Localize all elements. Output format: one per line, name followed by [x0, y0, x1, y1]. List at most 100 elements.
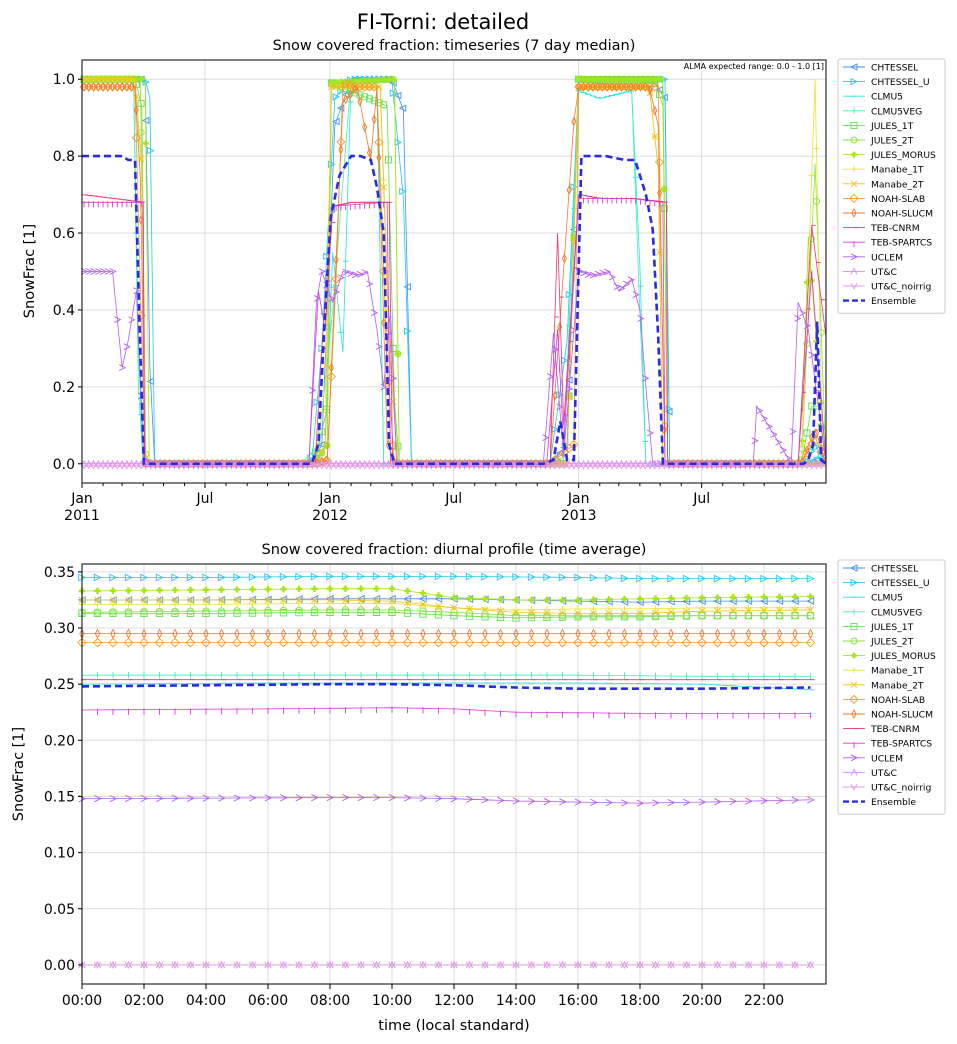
diurnal-point-chtessel-u: [310, 572, 319, 581]
timeseries-point-manabe-2t: [99, 75, 107, 83]
timeseries-point-manabe-2t: [118, 75, 126, 83]
diurnal-point-manabe-2t: [496, 607, 505, 615]
timeseries-point-jules-1t: [660, 204, 668, 212]
diurnal-point-jules-morus: [280, 585, 287, 593]
timeseries-legend-item-clmu5veg: CLMU5VEG: [843, 106, 922, 117]
diurnal-point-noah-slab: [278, 637, 289, 648]
timeseries-point-noah-slucm: [571, 116, 577, 127]
diurnal-point-utandc: [109, 960, 117, 969]
diurnal-point-manabe-2t: [558, 609, 567, 617]
diurnal-point-utandc: [434, 960, 443, 969]
diurnal-point-noah-slucm: [807, 628, 814, 639]
timeseries-ytick-label: 0.0: [53, 457, 75, 473]
timeseries-point-utandc-noirrig: [641, 462, 649, 470]
timeseries-legend-label: NOAH-SLUCM: [871, 209, 933, 220]
timeseries-point-chtessel-u: [327, 160, 336, 168]
timeseries-legend-label: JULES_MORUS: [870, 150, 936, 161]
diurnal-point-jules-1t: [171, 609, 179, 618]
diurnal-point-utandc-noirrig: [651, 961, 660, 970]
timeseries-point-utandc-noirrig: [803, 462, 811, 470]
diurnal-point-jules-1t: [496, 613, 505, 621]
diurnal-point-noah-slucm: [327, 628, 333, 639]
diurnal-point-jules-morus: [187, 586, 194, 594]
diurnal-point-manabe-1t: [667, 605, 675, 612]
timeseries-point-utandc-noirrig: [556, 462, 564, 470]
diurnal-point-jules-2t: [171, 607, 179, 616]
diurnal-point-manabe-1t: [280, 600, 287, 607]
diurnal-point-jules-morus: [636, 595, 644, 603]
timeseries-point-noah-slucm: [628, 81, 634, 92]
diurnal-point-manabe-1t: [94, 601, 101, 608]
diurnal-point-noah-slucm: [466, 628, 473, 639]
diurnal-point-noah-slab: [340, 637, 351, 648]
timeseries-point-uclem: [118, 364, 127, 372]
diurnal-point-manabe-2t: [450, 604, 458, 612]
timeseries-point-utandc-noirrig: [85, 462, 93, 470]
diurnal-point-noah-slab: [123, 637, 134, 648]
diurnal-point-manabe-2t: [636, 609, 644, 617]
timeseries-legend-label: Ensemble: [871, 296, 916, 307]
timeseries-legend-item-clmu5: CLMU5: [843, 92, 903, 103]
timeseries-range-annotation: ALMA expected range: 0.0 - 1.0 [1]: [684, 62, 824, 71]
diurnal-point-jules-2t: [605, 612, 613, 620]
timeseries-legend-item-jules-1t: JULES_1T: [843, 121, 914, 132]
diurnal-point-jules-morus: [652, 595, 659, 602]
diurnal-point-utandc-noirrig: [698, 961, 706, 970]
diurnal-point-uclem: [481, 796, 490, 804]
timeseries-point-noah-slucm: [638, 81, 644, 92]
diurnal-legend-marker: [849, 564, 858, 572]
diurnal-point-utandc-noirrig: [202, 961, 210, 970]
diurnal-point-utandc-noirrig: [775, 961, 784, 970]
timeseries-point-uclem: [370, 309, 379, 317]
timeseries-point-jules-1t: [365, 95, 373, 103]
diurnal-point-jules-morus: [807, 593, 814, 600]
diurnal-point-uclem: [109, 794, 118, 803]
timeseries-title: Snow covered fraction: timeseries (7 day…: [273, 38, 636, 54]
diurnal-legend-label: UCLEM: [871, 753, 903, 764]
diurnal-point-manabe-1t: [326, 600, 334, 607]
diurnal-point-noah-slab: [387, 637, 397, 648]
diurnal-point-manabe-2t: [124, 596, 133, 604]
timeseries-xtick-label: Jan: [70, 491, 93, 507]
timeseries-point-noah-slucm: [381, 317, 387, 328]
diurnal-point-manabe-1t: [202, 601, 210, 608]
diurnal-point-manabe-1t: [636, 605, 644, 613]
diurnal-point-manabe-1t: [140, 601, 148, 608]
diurnal-plot-area: [77, 572, 816, 970]
diurnal-point-uclem: [590, 798, 598, 806]
diurnal-ytick-label: 0.35: [44, 565, 75, 581]
diurnal-point-noah-slucm: [296, 628, 302, 639]
timeseries-point-uclem: [808, 351, 816, 359]
diurnal-legend-label: Ensemble: [871, 797, 916, 808]
timeseries-point-jules-2t: [137, 129, 145, 136]
diurnal-point-chtessel-u: [512, 572, 521, 581]
diurnal-point-uclem: [388, 793, 397, 802]
timeseries-point-utandc-noirrig: [356, 462, 364, 470]
diurnal-point-jules-morus: [574, 596, 582, 604]
timeseries-legend-label: JULES_2T: [870, 136, 914, 147]
timeseries-legend-item-teb-cnrm: TEB-CNRM: [843, 223, 920, 234]
diurnal-point-utandc: [620, 960, 629, 969]
diurnal-point-utandc-noirrig: [682, 961, 691, 970]
diurnal-point-jules-1t: [248, 609, 257, 617]
diurnal-xtick-label: 04:00: [186, 993, 226, 1009]
diurnal-point-jules-morus: [109, 587, 117, 594]
diurnal-xtick-label: 10:00: [372, 993, 412, 1009]
timeseries-legend-item-ensemble: Ensemble: [843, 296, 916, 307]
timeseries-point-uclem: [642, 374, 650, 382]
diurnal-point-chtessel-u: [636, 574, 645, 583]
timeseries-point-noah-slucm: [618, 81, 624, 92]
timeseries-point-uclem: [366, 280, 374, 288]
timeseries-point-utandc-noirrig: [132, 462, 140, 470]
diurnal-point-manabe-1t: [528, 606, 535, 613]
diurnal-point-noah-slab: [542, 637, 552, 648]
diurnal-point-manabe-1t: [574, 605, 582, 613]
timeseries-point-chtessel: [393, 91, 402, 100]
timeseries-legend-item-chtessel: CHTESSEL: [843, 63, 919, 74]
timeseries-point-utandc-noirrig: [613, 462, 621, 470]
diurnal-legend-label: JULES_MORUS: [870, 651, 936, 662]
diurnal-point-jules-morus: [357, 585, 365, 592]
timeseries-point-chtessel-u: [323, 252, 331, 261]
timeseries-point-uclem: [104, 268, 112, 275]
timeseries-point-chtessel-u: [142, 78, 150, 86]
